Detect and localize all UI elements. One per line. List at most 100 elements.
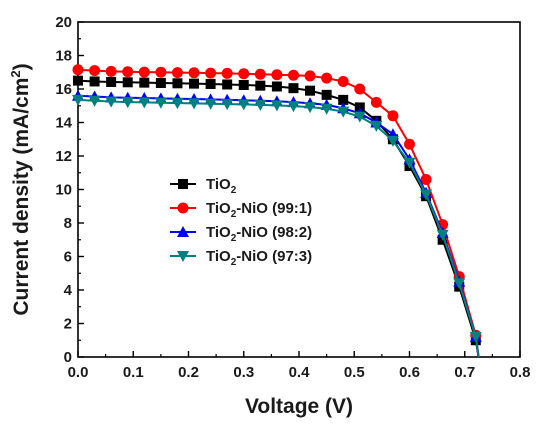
- data-point: [221, 99, 234, 111]
- data-point: [453, 278, 466, 290]
- data-point: [354, 83, 366, 95]
- legend-label: TiO2-NiO (97:3): [206, 248, 312, 268]
- data-point: [288, 83, 299, 94]
- y-tick-label: 14: [55, 115, 72, 132]
- data-point: [189, 78, 200, 89]
- data-point: [238, 79, 249, 90]
- data-point: [106, 76, 117, 87]
- x-tick-label: 0.8: [510, 364, 531, 381]
- data-point: [121, 97, 134, 109]
- x-tick-label: 0.3: [233, 364, 254, 381]
- data-point: [387, 110, 399, 122]
- data-point: [370, 120, 383, 132]
- data-point: [320, 103, 333, 115]
- legend-item: TiO2-NiO (97:3): [170, 248, 312, 268]
- data-point: [138, 66, 150, 78]
- legend-marker: [178, 179, 188, 189]
- y-tick-label: 6: [64, 249, 72, 266]
- legend-marker: [177, 202, 189, 214]
- data-point: [171, 98, 184, 110]
- data-point: [205, 78, 216, 89]
- data-point: [254, 68, 266, 80]
- x-axis-title: Voltage (V): [245, 395, 353, 418]
- x-tick-label: 0.5: [344, 364, 365, 381]
- y-axis-title: Current density (mA/cm2): [8, 63, 33, 315]
- x-tick-label: 0.7: [454, 364, 475, 381]
- y-axis-title-main: Current density (mA/cm: [10, 78, 33, 316]
- data-point: [138, 97, 151, 109]
- x-tick-label: 0.2: [178, 364, 199, 381]
- axis-ticks: 0.0 0.1 0.2 0.3 0.4 0.5 0.6 0.7 0.8 0 2 4 6 8 10 12 14 16…: [55, 14, 530, 381]
- data-point: [469, 331, 482, 343]
- y-tick-label: 16: [55, 81, 72, 98]
- legend-item: TiO2-NiO (99:1): [170, 200, 312, 220]
- data-point: [188, 67, 200, 79]
- series-layer: [72, 64, 482, 358]
- data-point: [72, 94, 84, 106]
- y-tick-label: 12: [55, 148, 72, 165]
- data-point: [353, 111, 366, 123]
- legend-label: TiO2-NiO (98:2): [206, 224, 312, 244]
- data-point: [188, 98, 201, 110]
- series-2: [72, 64, 482, 358]
- x-tick-label: 0.6: [399, 364, 420, 381]
- data-point: [287, 69, 299, 81]
- data-point: [105, 96, 118, 108]
- y-tick-label: 2: [64, 316, 72, 333]
- data-point: [404, 138, 415, 150]
- data-point: [271, 69, 283, 81]
- legend-label: TiO2: [206, 176, 237, 196]
- data-point: [337, 75, 349, 87]
- data-point: [287, 101, 300, 113]
- data-point: [222, 79, 233, 90]
- data-point: [321, 89, 332, 100]
- data-point: [237, 99, 250, 111]
- data-point: [221, 67, 233, 79]
- data-point: [420, 173, 432, 185]
- data-point: [154, 97, 167, 109]
- data-point: [72, 64, 84, 76]
- x-tick-label: 0.0: [68, 364, 89, 381]
- y-tick-label: 20: [55, 14, 72, 31]
- y-tick-label: 10: [55, 182, 72, 199]
- data-point: [254, 99, 267, 111]
- data-point: [122, 77, 133, 88]
- y-tick-label: 4: [64, 282, 73, 299]
- data-point: [205, 67, 217, 79]
- data-point: [403, 157, 416, 169]
- data-point: [271, 81, 282, 92]
- data-point: [321, 72, 333, 84]
- data-point: [436, 229, 449, 241]
- data-point: [420, 189, 433, 201]
- y-tick-label: 0: [64, 349, 72, 366]
- data-point: [305, 85, 316, 96]
- legend-item: TiO2-NiO (98:2): [170, 224, 312, 244]
- data-point: [171, 67, 183, 79]
- data-point: [172, 78, 183, 89]
- data-point: [304, 102, 317, 114]
- series-4: [72, 94, 482, 358]
- y-axis-title-close: ): [10, 63, 33, 70]
- data-point: [338, 94, 349, 105]
- data-point: [155, 77, 166, 88]
- data-point: [89, 76, 100, 87]
- legend-marker: [177, 226, 189, 237]
- data-point: [122, 66, 134, 78]
- data-point: [73, 75, 83, 86]
- y-tick-label: 18: [55, 48, 72, 65]
- x-tick-label: 0.4: [289, 364, 311, 381]
- legend: TiO2 TiO2-NiO (99:1) TiO2-NiO (98:2) TiO2-N…: [170, 176, 312, 268]
- x-tick-label: 0.1: [123, 364, 144, 381]
- data-point: [204, 98, 217, 110]
- data-point: [105, 65, 117, 77]
- legend-item: TiO2: [170, 176, 237, 196]
- data-point: [304, 70, 316, 82]
- data-point: [370, 96, 382, 108]
- series-line: [77, 79, 480, 358]
- data-point: [139, 77, 150, 88]
- data-point: [337, 106, 350, 118]
- legend-marker: [177, 251, 189, 262]
- data-point: [270, 100, 283, 112]
